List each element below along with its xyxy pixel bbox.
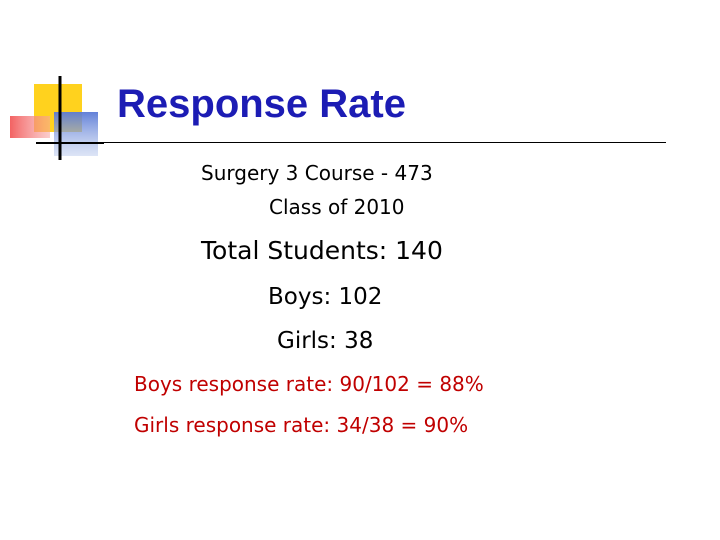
- girls-count: Girls: 38: [277, 328, 374, 354]
- slide-title: Response Rate: [117, 82, 406, 126]
- boys-count: Boys: 102: [268, 284, 383, 310]
- girls-response-rate: Girls response rate: 34/38 = 90%: [134, 413, 469, 437]
- boys-response-rate: Boys response rate: 90/102 = 88%: [134, 372, 484, 396]
- slide-decoration-icon: [10, 76, 104, 160]
- total-students: Total Students: 140: [201, 236, 443, 265]
- deco-red-bar: [10, 116, 50, 138]
- class-year: Class of 2010: [269, 195, 405, 219]
- course-name: Surgery 3 Course - 473: [201, 161, 433, 185]
- title-divider: [40, 142, 666, 143]
